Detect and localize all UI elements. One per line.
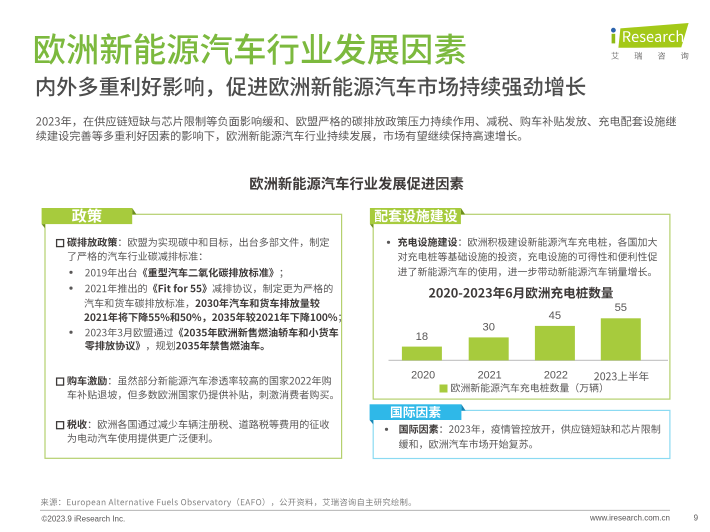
- svg-text:9: 9: [694, 514, 699, 523]
- svg-text:18: 18: [416, 331, 428, 343]
- svg-text:45: 45: [549, 310, 561, 322]
- svg-text:www.iresearch.com.cn: www.iresearch.com.cn: [589, 514, 670, 523]
- svg-text:2020: 2020: [411, 370, 435, 382]
- svg-text:2022: 2022: [544, 370, 568, 382]
- svg-text:30: 30: [482, 322, 494, 334]
- svg-text:55: 55: [615, 302, 627, 314]
- svg-text:2021: 2021: [478, 370, 502, 382]
- svg-text:©2023.9 iResearch Inc.: ©2023.9 iResearch Inc.: [42, 515, 126, 524]
